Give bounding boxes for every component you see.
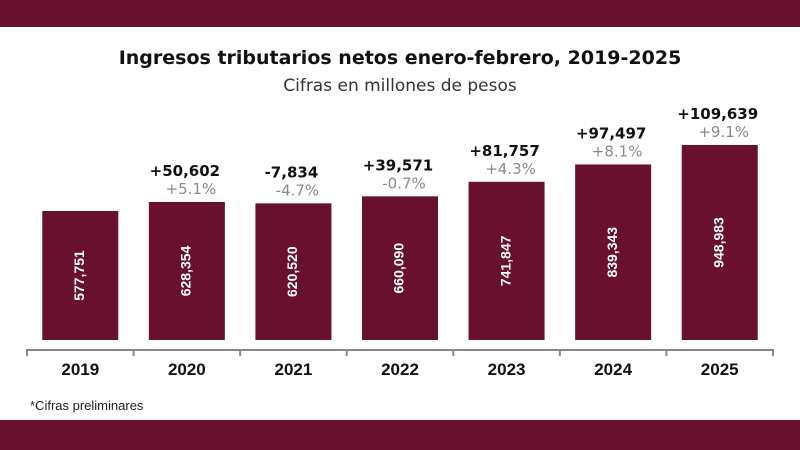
bar-2021 <box>255 203 332 340</box>
change-label: +97,497 <box>576 124 646 142</box>
pct-label: -0.7% <box>382 174 426 192</box>
x-tick-label: 2024 <box>594 360 632 379</box>
top-band <box>0 0 800 27</box>
change-label: +39,571 <box>363 156 433 174</box>
bar-2023 <box>468 181 545 340</box>
x-tick-label: 2019 <box>61 360 99 379</box>
bar-value-label: 620,520 <box>284 246 300 297</box>
footnote: *Cifras preliminares <box>30 398 144 413</box>
pct-label: +5.1% <box>166 180 217 198</box>
pct-label: +9.1% <box>698 123 749 141</box>
pct-label: -4.7% <box>276 181 320 199</box>
x-tick-label: 2025 <box>701 360 739 379</box>
x-tick-label: 2023 <box>488 360 526 379</box>
bar-value-label: 741,847 <box>497 235 513 286</box>
bar-value-label: 839,343 <box>604 227 620 278</box>
change-label: +109,639 <box>677 105 758 123</box>
change-label: +81,757 <box>469 142 539 160</box>
bar-value-label: 948,983 <box>710 217 726 268</box>
pct-label: +8.1% <box>592 142 643 160</box>
chart-title: Ingresos tributarios netos enero-febrero… <box>118 47 682 69</box>
chart-subtitle: Cifras en millones de pesos <box>283 76 517 96</box>
x-tick-label: 2022 <box>381 360 419 379</box>
bar-2024 <box>575 164 652 340</box>
bar-value-label: 660,090 <box>391 243 407 294</box>
bar-2020 <box>148 201 225 340</box>
change-label: +50,602 <box>150 162 220 180</box>
bar-value-label: 628,354 <box>178 245 194 296</box>
bar-value-label: 577,751 <box>71 250 87 301</box>
x-tick-label: 2020 <box>168 360 206 379</box>
bar-2022 <box>362 196 438 340</box>
bottom-band <box>0 420 800 450</box>
change-label: -7,834 <box>265 163 319 181</box>
bar-2019 <box>42 210 119 340</box>
pct-label: +4.3% <box>485 160 536 178</box>
x-tick-label: 2021 <box>275 360 313 379</box>
bar-2025 <box>681 144 758 340</box>
